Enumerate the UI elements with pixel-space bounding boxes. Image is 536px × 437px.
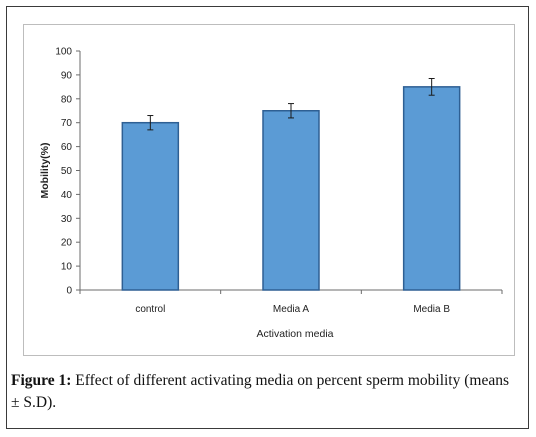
y-tick-label: 50	[61, 166, 73, 177]
figure-frame: 0 10 20 30 40 50 60 70 80 90 100 control Media A Medi…	[6, 6, 529, 429]
y-axis-title: Mobility(%)	[39, 143, 51, 199]
x-axis-title: Activation media	[256, 328, 333, 340]
bar	[402, 86, 461, 291]
caption-label: Figure 1:	[11, 372, 72, 389]
bar	[262, 110, 320, 291]
y-tick-label: 60	[61, 142, 73, 153]
chart-area: 0 10 20 30 40 50 60 70 80 90 100 control Media A Medi…	[23, 24, 515, 356]
y-tick-label: 0	[66, 286, 72, 297]
y-tick-label: 30	[61, 214, 73, 225]
y-tick-label: 40	[61, 190, 73, 201]
y-tick-label: 100	[55, 47, 72, 58]
x-tick-label: Media A	[273, 304, 309, 315]
x-tick-label: control	[135, 304, 165, 315]
bar-chart: 0 10 20 30 40 50 60 70 80 90 100 control Media A Medi…	[39, 47, 503, 340]
y-tick-label: 90	[61, 70, 73, 81]
y-tick-label: 80	[61, 94, 73, 105]
x-tick-label: Media B	[413, 304, 450, 315]
caption-text: Effect of different activating media on …	[11, 372, 510, 411]
y-tick-label: 10	[61, 262, 73, 273]
figure-caption: Figure 1: Effect of different activating…	[11, 370, 516, 414]
bar	[121, 121, 180, 291]
y-tick-label: 20	[61, 238, 73, 249]
y-tick-label: 70	[61, 118, 73, 129]
